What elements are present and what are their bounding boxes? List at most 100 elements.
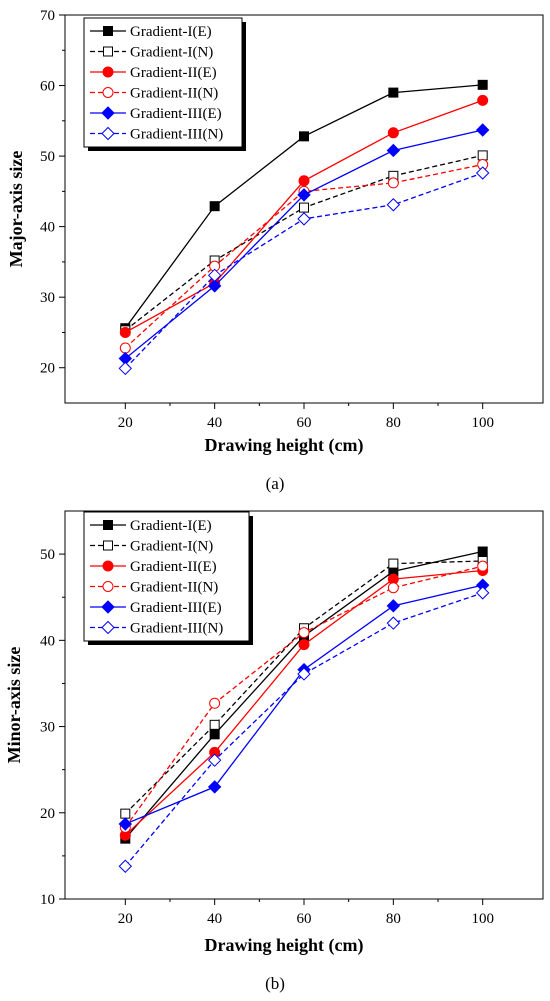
data-point <box>387 127 399 139</box>
legend-label: Gradient-III(E) <box>130 106 222 122</box>
legend: Gradient-I(E) Gradient-I(N) Gradient-II(E)… <box>83 511 253 645</box>
x-tick-label: 40 <box>207 415 222 431</box>
legend-marker <box>102 66 114 78</box>
legend-label: Gradient-I(E) <box>130 24 212 40</box>
data-point <box>386 198 401 212</box>
y-tick-label: 30 <box>40 720 55 736</box>
x-tick-label: 100 <box>471 911 494 927</box>
y-tick-label: 10 <box>40 892 55 908</box>
y-tick-label: 20 <box>40 361 55 377</box>
legend-label: Gradient-II(N) <box>130 86 218 102</box>
y-tick-label: 20 <box>40 806 55 822</box>
data-point <box>299 131 309 142</box>
y-tick-label: 50 <box>40 149 55 165</box>
legend-label: Gradient-II(E) <box>130 65 217 81</box>
data-point <box>477 79 488 90</box>
data-point <box>477 94 489 106</box>
data-point <box>209 201 220 212</box>
series-line <box>124 592 483 867</box>
legend-label: Gradient-III(N) <box>130 621 223 637</box>
data-point <box>475 586 490 600</box>
legend-label: Gradient-I(N) <box>130 539 213 555</box>
panel-caption: (b) <box>265 974 285 993</box>
legend-label: Gradient-II(N) <box>130 580 218 596</box>
y-tick-label: 50 <box>40 547 55 563</box>
series-line <box>124 129 483 360</box>
data-point <box>299 202 309 213</box>
legend-box <box>83 17 243 148</box>
data-point <box>118 361 133 376</box>
data-point <box>477 560 489 572</box>
data-point <box>297 212 311 226</box>
data-point <box>387 582 399 594</box>
legend-marker <box>103 46 113 57</box>
legend: Gradient-I(E) Gradient-I(N) Gradient-II(E)… <box>83 17 246 151</box>
legend-marker <box>101 106 115 120</box>
data-point <box>118 817 133 831</box>
data-point <box>387 177 399 189</box>
legend-marker <box>102 87 114 98</box>
data-point <box>388 558 399 569</box>
data-point <box>120 808 131 819</box>
chart-panel-a: 20 30 40 50 60 70 20 40 60 80 100 Drawing height (c… <box>6 8 544 493</box>
y-tick-label: 40 <box>40 220 55 236</box>
x-tick-label: 80 <box>386 911 401 927</box>
data-point <box>209 697 221 709</box>
chart-panel-b: 10 20 30 40 50 20 40 60 80 100 Drawing height (cm)… <box>4 510 544 993</box>
legend-label: Gradient-III(E) <box>130 600 222 616</box>
x-tick-label: 60 <box>297 415 312 431</box>
data-point <box>475 166 490 180</box>
series-gradient-iii-e <box>118 123 490 366</box>
x-tick-label: 20 <box>118 415 133 431</box>
legend-label: Gradient-I(E) <box>130 518 212 534</box>
y-tick-label: 30 <box>40 290 55 306</box>
legend-marker <box>101 126 115 141</box>
legend-marker <box>102 560 114 572</box>
data-point <box>209 729 220 740</box>
x-tick-label: 20 <box>118 911 133 927</box>
data-point <box>477 546 488 557</box>
data-point <box>207 780 222 794</box>
x-tick-label: 80 <box>386 415 401 431</box>
y-tick-label: 60 <box>40 79 55 95</box>
legend-marker <box>103 540 113 551</box>
data-point <box>119 326 131 338</box>
panel-caption: (a) <box>266 474 285 493</box>
legend-marker <box>103 520 113 530</box>
data-point <box>209 719 220 730</box>
data-point <box>118 859 133 873</box>
y-tick-label: 40 <box>40 633 55 649</box>
series-line <box>124 163 483 349</box>
data-point <box>298 627 310 639</box>
data-point <box>477 150 488 161</box>
x-tick-label: 100 <box>471 415 494 431</box>
data-point <box>388 87 399 98</box>
legend-marker <box>102 581 114 592</box>
y-tick-label: 70 <box>40 8 55 24</box>
legend-marker <box>101 620 115 635</box>
data-point <box>207 753 222 767</box>
legend-marker <box>103 26 113 36</box>
x-tick-label: 40 <box>207 911 222 927</box>
y-axis-label: Major-axis size <box>6 151 26 268</box>
data-point <box>386 599 401 613</box>
legend-marker <box>101 600 115 614</box>
data-point <box>386 143 401 158</box>
data-point <box>119 342 131 354</box>
data-point <box>297 667 311 681</box>
legend-label: Gradient-I(N) <box>130 45 213 61</box>
series-gradient-iii-n <box>118 586 490 873</box>
legend-label: Gradient-II(E) <box>130 559 217 575</box>
x-tick-label: 60 <box>297 911 312 927</box>
data-point <box>297 188 311 202</box>
series-line <box>124 172 483 369</box>
x-axis-label: Drawing height (cm) <box>205 935 364 956</box>
data-point <box>207 268 222 283</box>
data-point <box>386 616 401 630</box>
legend-box <box>83 511 250 642</box>
data-point <box>207 279 222 293</box>
legend-label: Gradient-III(N) <box>130 127 223 143</box>
x-axis-label: Drawing height (cm) <box>205 435 364 456</box>
